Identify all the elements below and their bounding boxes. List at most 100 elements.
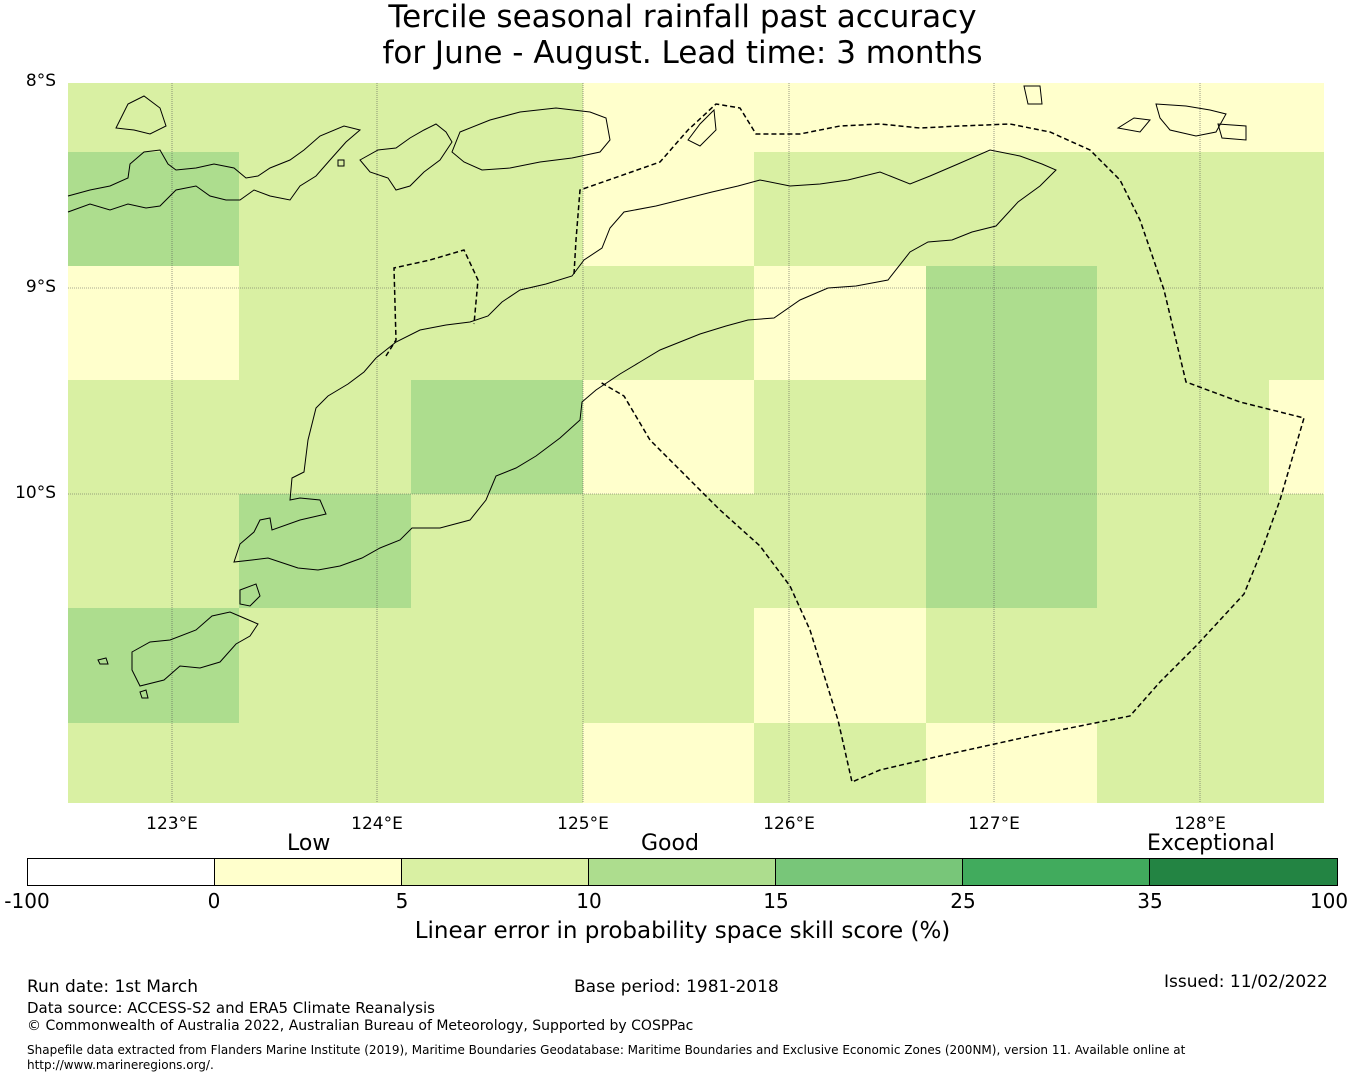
colorbar-segment	[776, 859, 963, 885]
flores-coast	[67, 125, 362, 213]
run-date: Run date: 1st March	[27, 977, 199, 997]
grid-cell	[411, 723, 583, 803]
colorbar	[27, 858, 1338, 886]
category-low: Low	[287, 831, 331, 856]
category-exceptional: Exceptional	[1147, 831, 1275, 856]
grid-cell	[926, 380, 1097, 494]
shapefile-url: http://www.marineregions.org/.	[27, 1058, 214, 1072]
grid-cell	[583, 723, 754, 803]
grid-cell	[239, 723, 411, 803]
grid-cell	[583, 494, 754, 608]
grid-cell	[411, 494, 583, 608]
grid-cell	[68, 723, 239, 803]
grid-cell	[583, 83, 754, 152]
lon-label-126e: 126°E	[763, 814, 815, 834]
coastline	[67, 85, 1247, 699]
wetar-coast	[451, 107, 611, 171]
lat-label-9s: 9°S	[25, 277, 56, 297]
grid-cell	[1097, 494, 1269, 608]
colorbar-segment	[589, 859, 776, 885]
category-good: Good	[641, 831, 699, 856]
grid-cell	[754, 608, 926, 723]
grid-cell	[1269, 494, 1324, 608]
colorbar-tick: 15	[763, 889, 789, 913]
lon-label-127e: 127°E	[968, 814, 1020, 834]
lat-label-10s: 10°S	[15, 483, 56, 503]
map-title-line-1: Tercile seasonal rainfall past accuracy	[388, 0, 977, 35]
issued-date: Issued: 11/02/2022	[1164, 972, 1328, 992]
grid-cell	[411, 266, 583, 380]
grid-cell	[1269, 608, 1324, 723]
moa-coast	[1155, 103, 1227, 137]
grid-cell	[239, 380, 411, 494]
grid-cell	[1269, 152, 1324, 266]
grid-cell	[68, 608, 239, 723]
grid-cell	[754, 380, 926, 494]
grid-cell	[1269, 83, 1324, 152]
maritime-boundary	[385, 103, 1305, 784]
oecusse-boundary	[385, 249, 479, 357]
graticule	[68, 83, 1324, 803]
islet-1-coast	[139, 689, 149, 699]
timor-island-coast	[233, 149, 1057, 571]
grid-cell	[754, 266, 926, 380]
rote-coast	[131, 611, 259, 687]
colorbar-segment	[402, 859, 589, 885]
grid-cell	[926, 494, 1097, 608]
grid-cell	[1269, 266, 1324, 380]
colorbar-tick: 0	[207, 889, 221, 913]
grid-cell	[754, 83, 926, 152]
colorbar-segment	[963, 859, 1150, 885]
grid-cell	[1097, 608, 1269, 723]
alor-coast	[359, 123, 453, 191]
colorbar-tick: 100	[1309, 889, 1349, 913]
leti-coast	[1116, 117, 1151, 133]
grid-cell	[926, 723, 1097, 803]
grid-cell	[926, 266, 1097, 380]
colorbar-label: Linear error in probability space skill …	[414, 918, 951, 944]
grid-cell	[68, 83, 239, 152]
islet-2-coast	[337, 159, 345, 167]
grid-cell	[1097, 723, 1269, 803]
grid-cell	[754, 723, 926, 803]
colorbar-tick: -100	[4, 889, 50, 913]
grid-cell	[411, 608, 583, 723]
grid-cell	[926, 83, 1097, 152]
lat-label-8s: 8°S	[25, 71, 56, 91]
colorbar-tick: 5	[395, 889, 409, 913]
grid-cell	[239, 266, 411, 380]
grid-cell	[239, 83, 411, 152]
kisar-coast	[1023, 85, 1043, 105]
data-source: Data source: ACCESS-S2 and ERA5 Climate …	[27, 999, 435, 1017]
colorbar-segment	[215, 859, 402, 885]
grid-cell	[583, 266, 754, 380]
grid-cell	[1097, 380, 1269, 494]
grid-cell	[1097, 266, 1269, 380]
copyright: © Commonwealth of Australia 2022, Austra…	[27, 1018, 694, 1034]
lakor-coast	[1217, 123, 1247, 141]
colorbar-segment	[28, 859, 215, 885]
grid-cell	[1269, 723, 1324, 803]
skill-score-map	[67, 83, 1324, 803]
grid-cell	[1097, 152, 1269, 266]
colorbar-tick: 35	[1137, 889, 1163, 913]
grid-cell	[239, 494, 411, 608]
timor-leste-eez	[573, 103, 1305, 784]
base-period: Base period: 1981-2018	[574, 977, 779, 997]
grid-cell	[411, 380, 583, 494]
lon-label-128e: 128°E	[1174, 814, 1226, 834]
grid-cell	[239, 152, 411, 266]
skill-score-grid	[68, 83, 1324, 803]
grid-cell	[68, 152, 239, 266]
grid-cell	[926, 608, 1097, 723]
pantar-coast	[115, 95, 167, 135]
grid-cell	[583, 380, 754, 494]
grid-cell	[1269, 380, 1324, 494]
atauro-coast	[687, 108, 717, 147]
lon-label-124e: 124°E	[351, 814, 403, 834]
grid-cell	[68, 266, 239, 380]
map-title-line-2: for June - August. Lead time: 3 months	[382, 35, 983, 71]
shapefile-credit: Shapefile data extracted from Flanders M…	[27, 1043, 1186, 1057]
grid-cell	[754, 494, 926, 608]
colorbar-tick: 10	[576, 889, 602, 913]
